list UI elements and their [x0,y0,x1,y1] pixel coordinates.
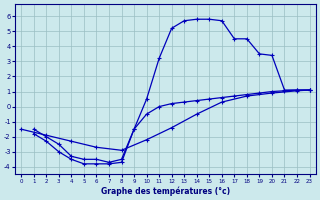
X-axis label: Graphe des températures (°c): Graphe des températures (°c) [101,186,230,196]
